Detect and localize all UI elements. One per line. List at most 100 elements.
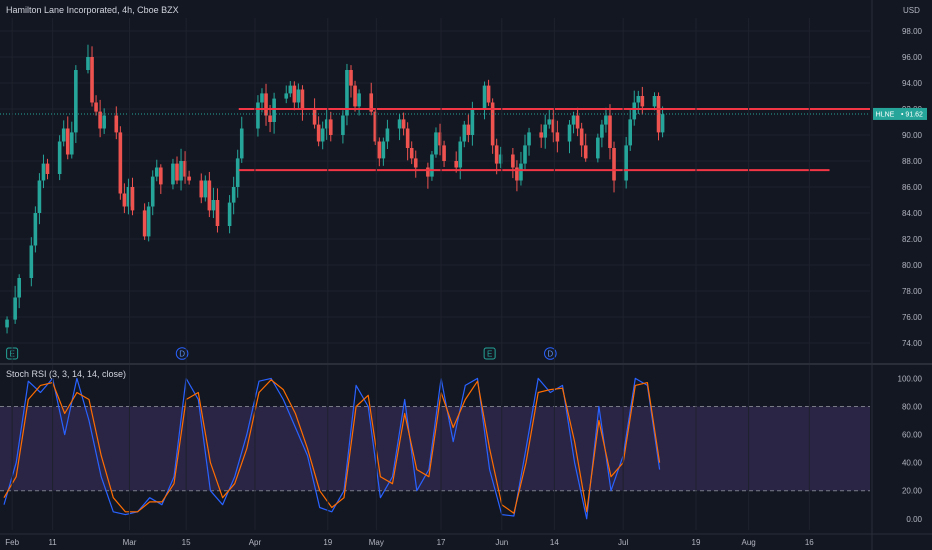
candle-body	[583, 145, 588, 159]
candle-body	[458, 141, 463, 168]
candle-body	[373, 111, 378, 142]
candle-body	[381, 141, 386, 159]
price-tick-label: 98.00	[902, 27, 923, 36]
candle-body	[69, 132, 74, 155]
price-tick-label: 90.00	[902, 131, 923, 140]
candle-body	[13, 297, 17, 320]
candle-body	[159, 167, 163, 185]
candle-body	[320, 128, 325, 142]
candle-body	[57, 141, 62, 174]
candle-body	[231, 187, 236, 203]
stoch-tick-label: 0.00	[906, 515, 922, 524]
candle-body	[179, 161, 183, 181]
candle-body	[494, 145, 499, 164]
price-tick-label: 86.00	[902, 183, 923, 192]
candle-body	[256, 102, 260, 129]
candle-body	[430, 154, 434, 177]
candle-body	[640, 96, 645, 107]
x-tick-label: 19	[692, 538, 701, 547]
candle-body	[385, 128, 390, 142]
candle-body	[656, 96, 661, 133]
candle-body	[652, 96, 657, 107]
chart-title: Hamilton Lane Incorporated, 4h, Cboe BZX	[6, 5, 179, 15]
candle-body	[227, 202, 232, 226]
candle-body	[90, 57, 94, 103]
candle-body	[284, 93, 289, 99]
candle-body	[632, 102, 637, 120]
candle-body	[328, 119, 333, 135]
candle-body	[296, 89, 301, 103]
price-tick-label: 94.00	[902, 79, 923, 88]
candle-body	[264, 93, 268, 116]
symbol-badge	[873, 107, 897, 120]
candle-body	[211, 200, 216, 211]
candle-body	[596, 137, 600, 159]
candle-body	[316, 124, 321, 142]
candle-body	[37, 180, 42, 213]
price-tick-label: 84.00	[902, 209, 923, 218]
x-tick-label: 14	[550, 538, 559, 547]
dividend-marker	[175, 347, 189, 360]
candle-body	[397, 119, 402, 129]
currency-label: USD	[903, 6, 920, 15]
x-tick-label: Mar	[123, 538, 137, 547]
candle-body	[130, 187, 135, 211]
candle-body	[288, 85, 293, 94]
candle-body	[369, 93, 374, 112]
price-tick-label: 76.00	[902, 313, 923, 322]
candle-body	[74, 70, 78, 133]
candle-body	[608, 115, 612, 148]
candle-body	[122, 193, 127, 207]
candle-body	[341, 115, 345, 135]
candle-body	[523, 145, 527, 164]
candle-body	[150, 176, 155, 207]
candle-body	[575, 115, 580, 129]
candle-body	[636, 96, 641, 103]
candle-body	[442, 145, 446, 161]
candle-body	[482, 85, 487, 109]
candle-body	[324, 119, 329, 129]
price-pane[interactable]: 74.00 76.00 78.00 80.00 82.00 84.00 86.00 88.00…	[0, 27, 927, 360]
candle-body	[29, 245, 34, 278]
dividend-marker	[544, 347, 557, 360]
candle-body	[61, 128, 66, 142]
stoch-band	[0, 406, 870, 491]
x-tick-label: May	[369, 538, 384, 547]
candle-body	[142, 210, 147, 237]
x-tick-label: 16	[805, 538, 814, 547]
candle-body	[272, 98, 276, 122]
dividend-marker-text: D	[179, 350, 185, 359]
dividend-icon: D	[544, 347, 557, 360]
candle-body	[203, 180, 208, 198]
stoch-rsi-pane[interactable]: 0.00 20.00 40.00 60.00 80.00 100.00	[0, 374, 923, 524]
candle-body	[438, 132, 442, 146]
candle-body	[612, 148, 616, 181]
candle-body	[146, 206, 151, 237]
x-tick-label: Jun	[495, 538, 508, 547]
candle-body	[45, 163, 50, 174]
candle-body	[175, 163, 179, 181]
candle-body	[17, 278, 21, 298]
stoch-K-line	[3, 377, 661, 520]
candle-body	[65, 128, 70, 155]
candle-body	[571, 115, 576, 125]
candle-body	[519, 163, 523, 181]
candle-body	[401, 119, 406, 129]
candle-body	[33, 213, 38, 246]
price-tick-label: 82.00	[902, 235, 923, 244]
x-tick-label: 17	[437, 538, 446, 547]
price-badge-text: • 91.62	[901, 111, 923, 118]
candle-body	[579, 128, 584, 146]
candle-body	[154, 167, 159, 177]
stoch-tick-label: 20.00	[902, 487, 923, 496]
candle-body	[413, 158, 418, 168]
time-axis[interactable]: Feb 11 Mar 15 Apr 19 May 17 Jun 14 Jul 19 Aug 16	[5, 18, 814, 547]
candle-body	[466, 124, 471, 135]
price-tick-label: 74.00	[902, 339, 923, 348]
candle-body	[268, 115, 272, 122]
price-badge	[897, 107, 927, 120]
dividend-marker-text: D	[547, 350, 553, 359]
candle-body	[5, 319, 9, 328]
